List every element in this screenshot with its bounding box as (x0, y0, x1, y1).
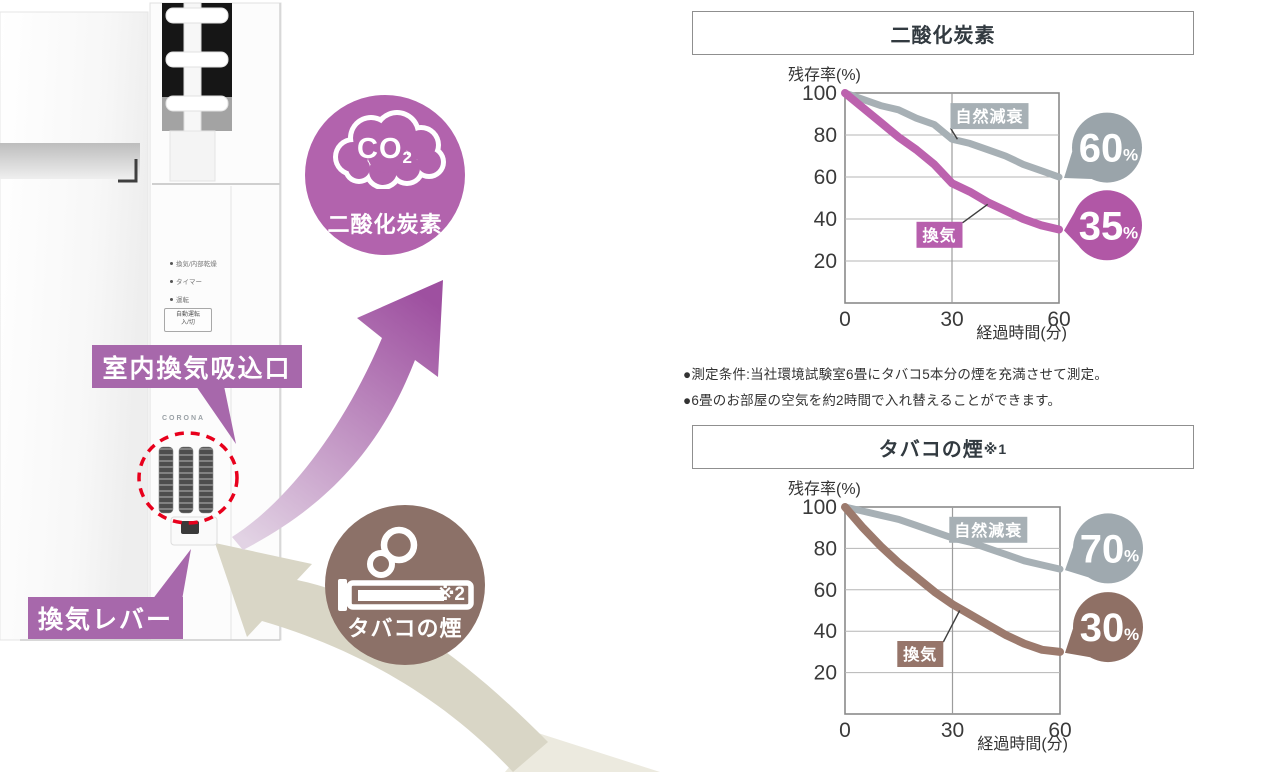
badge-unit: % (1123, 146, 1138, 165)
y-tick: 20 (814, 662, 837, 685)
red-dashed-highlight (137, 431, 239, 525)
badge-value: 35 (1079, 204, 1124, 248)
callout-intake: 室内換気吸込口 (92, 345, 302, 388)
indicator-label: 運転 (176, 297, 189, 304)
indicator-led (170, 279, 173, 283)
brand-logo: CORONA (162, 415, 206, 422)
badge-value: 60 (1079, 127, 1124, 171)
badge-value: 30 (1080, 606, 1125, 650)
label-leader (942, 610, 961, 643)
indicator-row: 換気/内部乾燥 (170, 258, 217, 268)
exhaust-air-arrow (232, 280, 443, 550)
x-tick: 30 (941, 719, 964, 742)
x-tick: 30 (940, 308, 963, 331)
badge-unit: % (1124, 625, 1139, 644)
indicator-row: タイマー (170, 276, 202, 286)
series-label-box (950, 103, 1029, 130)
x-tick: 60 (1047, 308, 1070, 331)
badge-unit: % (1124, 546, 1139, 565)
value-badge (1073, 513, 1143, 584)
front-panel-ledge (0, 143, 140, 179)
lever-callout-tail (152, 549, 191, 600)
x-tick: 60 (1048, 719, 1071, 742)
smoke-ref-mark: ※2 (435, 584, 465, 605)
value-badge (1073, 592, 1143, 663)
label-leader (962, 203, 989, 224)
tobacco-smoke-bubble: ※2 タバコの煙 (325, 505, 485, 665)
series-line-換気 (841, 503, 1064, 656)
value-badge (1072, 190, 1142, 261)
auto-run-button-sublabel: 入/切 (181, 320, 195, 326)
y-tick: 100 (802, 82, 837, 105)
series-line-換気 (841, 89, 1063, 234)
co2-cloud-icon (333, 110, 446, 189)
series-label: 自然減衰 (955, 107, 1023, 126)
y-axis-label: 残存率(%) (788, 66, 861, 84)
x-axis-label: 経過時間(分) (976, 324, 1067, 342)
x-axis-label: 経過時間(分) (977, 735, 1068, 753)
chart-title-suffix: ※1 (983, 440, 1008, 457)
measurement-notes: ●測定条件:当社環境試験室6畳にタバコ5本分の煙を充満させて測定。 ●6畳のお部… (683, 362, 1258, 413)
badge-unit: % (1123, 223, 1138, 242)
note-line: ●6畳のお部屋の空気を約2時間で入れ替えることができます。 (683, 392, 1062, 408)
callout-lever: 換気レバー (28, 597, 183, 639)
y-tick: 80 (814, 537, 837, 560)
panel-corner-line (118, 159, 138, 183)
series-label: 自然減衰 (954, 521, 1022, 540)
indicator-led (170, 297, 173, 301)
co2-bubble-label: 二酸化炭素 (327, 212, 443, 237)
series-label-box (949, 516, 1028, 543)
indicator-row: 運転 (170, 294, 189, 304)
y-tick: 40 (814, 208, 837, 231)
badge-value: 70 (1080, 527, 1125, 571)
y-tick: 20 (814, 250, 837, 273)
y-tick: 100 (802, 496, 837, 519)
x-tick: 0 (839, 308, 851, 331)
label-leader (949, 127, 958, 140)
front-panel (0, 11, 149, 641)
chart-title-co2: 二酸化炭素 (692, 11, 1194, 55)
chart-title-smoke: タバコの煙 ※1 (692, 425, 1194, 469)
indicator-label: 換気/内部乾燥 (176, 261, 217, 268)
series-label-box (897, 641, 944, 667)
note-line: ●測定条件:当社環境試験室6畳にタバコ5本分の煙を充満させて測定。 (683, 367, 1109, 382)
chart-title-text: 二酸化炭素 (890, 24, 996, 47)
intake-grille (158, 446, 214, 514)
y-tick: 40 (814, 620, 837, 643)
value-badge (1072, 112, 1142, 183)
y-axis-label: 残存率(%) (788, 480, 861, 498)
series-label: 換気 (903, 645, 937, 664)
top-louver (162, 2, 232, 182)
series-label: 換気 (922, 226, 956, 245)
series-label-box (916, 221, 963, 248)
chart-title-text: タバコの煙 (878, 438, 984, 461)
x-tick: 0 (839, 719, 851, 742)
y-tick: 60 (814, 166, 837, 189)
smoke-bubble-label: タバコの煙 (347, 616, 463, 641)
auto-run-button-label: 自動運転 (175, 312, 200, 319)
auto-run-button[interactable]: 自動運転 入/切 (164, 308, 212, 332)
indicator-led (170, 261, 173, 265)
intake-callout-tail (196, 386, 236, 444)
y-tick: 80 (814, 124, 837, 147)
y-tick: 60 (814, 579, 837, 602)
indicator-label: タイマー (176, 279, 202, 286)
series-line-自然減衰 (841, 89, 1063, 181)
co2-bubble: CO2 二酸化炭素 (305, 95, 465, 255)
co2-symbol: CO2 (357, 133, 413, 167)
cigarette-icon (338, 526, 474, 611)
